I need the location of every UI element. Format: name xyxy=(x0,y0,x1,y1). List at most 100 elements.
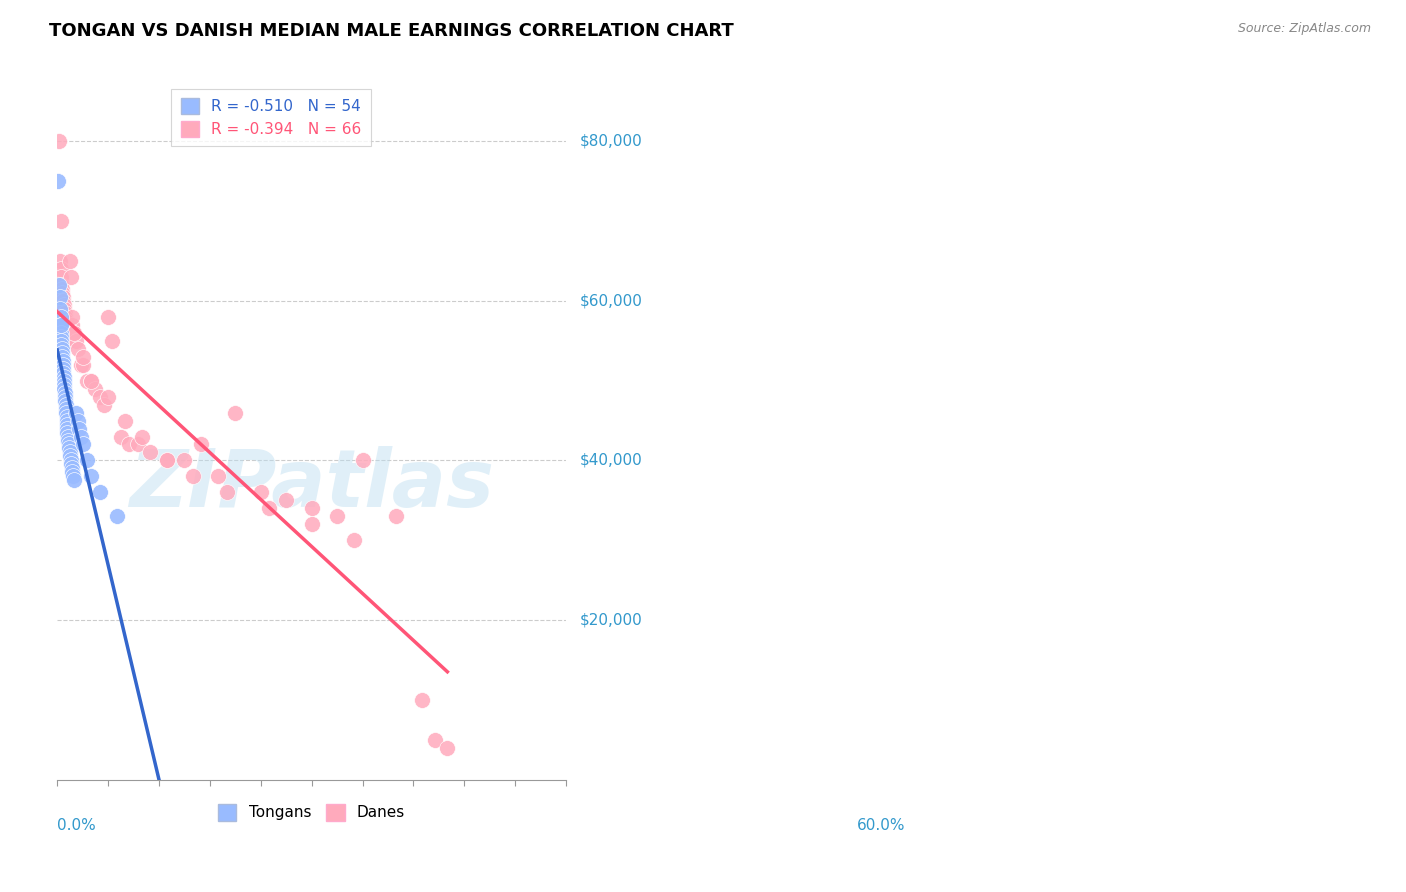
Point xyxy=(423,732,446,747)
Point xyxy=(51,337,73,351)
Point xyxy=(72,350,94,364)
Point xyxy=(59,453,82,467)
Point xyxy=(72,437,94,451)
Point xyxy=(249,485,271,500)
Text: $40,000: $40,000 xyxy=(581,453,643,468)
Point xyxy=(51,330,73,344)
Point xyxy=(118,437,141,451)
Point xyxy=(58,442,80,456)
Point xyxy=(56,421,79,435)
Point xyxy=(60,318,83,332)
Point xyxy=(59,254,82,268)
Point xyxy=(52,366,75,380)
Point xyxy=(97,310,120,324)
Text: 0.0%: 0.0% xyxy=(58,818,96,833)
Point xyxy=(224,406,246,420)
Point xyxy=(52,361,75,376)
Point xyxy=(80,469,103,483)
Point xyxy=(53,393,76,408)
Text: ZIPatlas: ZIPatlas xyxy=(129,446,494,524)
Point xyxy=(49,262,72,277)
Point xyxy=(52,377,75,392)
Point xyxy=(49,214,72,228)
Point xyxy=(48,290,70,304)
Point xyxy=(59,269,82,284)
Point xyxy=(110,429,132,443)
Point xyxy=(131,429,153,443)
Point xyxy=(52,382,75,396)
Point xyxy=(55,398,77,412)
Point xyxy=(52,301,75,316)
Point xyxy=(58,434,80,448)
Point xyxy=(51,350,73,364)
Point xyxy=(80,374,103,388)
Point xyxy=(51,334,73,348)
Point xyxy=(58,330,80,344)
Point xyxy=(276,493,298,508)
Point xyxy=(343,533,366,548)
Point xyxy=(51,277,73,292)
Point xyxy=(52,374,75,388)
Point xyxy=(56,425,79,440)
Point xyxy=(70,358,93,372)
Point xyxy=(97,390,120,404)
Point xyxy=(49,326,72,340)
Point xyxy=(55,406,77,420)
Text: TONGAN VS DANISH MEDIAN MALE EARNINGS CORRELATION CHART: TONGAN VS DANISH MEDIAN MALE EARNINGS CO… xyxy=(49,22,734,40)
Point xyxy=(352,453,374,467)
Point xyxy=(52,358,75,372)
Text: $20,000: $20,000 xyxy=(581,613,643,628)
Point xyxy=(76,453,98,467)
Point xyxy=(301,517,323,532)
Point xyxy=(55,417,77,432)
Text: $80,000: $80,000 xyxy=(581,134,643,149)
Point xyxy=(55,401,77,416)
Point xyxy=(63,326,86,340)
Point xyxy=(52,369,75,384)
Point xyxy=(65,406,87,420)
Point xyxy=(89,485,111,500)
Point xyxy=(84,382,107,396)
Point xyxy=(51,269,73,284)
Point xyxy=(127,437,149,451)
Point xyxy=(301,501,323,516)
Point xyxy=(49,310,72,324)
Point xyxy=(51,342,73,356)
Point xyxy=(52,293,75,308)
Point xyxy=(58,437,80,451)
Point xyxy=(55,413,77,427)
Point xyxy=(105,509,128,524)
Text: Source: ZipAtlas.com: Source: ZipAtlas.com xyxy=(1237,22,1371,36)
Point xyxy=(51,345,73,359)
Point xyxy=(436,740,458,755)
Point xyxy=(67,342,90,356)
Point xyxy=(60,461,83,475)
Point xyxy=(51,282,73,296)
Point xyxy=(67,421,90,435)
Point xyxy=(181,469,204,483)
Point xyxy=(55,314,77,328)
Point xyxy=(156,453,179,467)
Point xyxy=(53,310,76,324)
Point xyxy=(52,298,75,312)
Point xyxy=(55,409,77,424)
Point xyxy=(65,334,87,348)
Point xyxy=(259,501,281,516)
Point xyxy=(53,390,76,404)
Point xyxy=(80,374,103,388)
Point xyxy=(51,285,73,300)
Point xyxy=(70,429,93,443)
Point xyxy=(55,322,77,336)
Point xyxy=(58,334,80,348)
Point xyxy=(55,318,77,332)
Point xyxy=(59,458,82,472)
Point xyxy=(53,385,76,400)
Point xyxy=(139,445,162,459)
Point xyxy=(326,509,349,524)
Point xyxy=(52,290,75,304)
Point xyxy=(52,353,75,368)
Point xyxy=(101,334,124,348)
Point xyxy=(385,509,408,524)
Text: 60.0%: 60.0% xyxy=(858,818,905,833)
Point xyxy=(66,413,89,427)
